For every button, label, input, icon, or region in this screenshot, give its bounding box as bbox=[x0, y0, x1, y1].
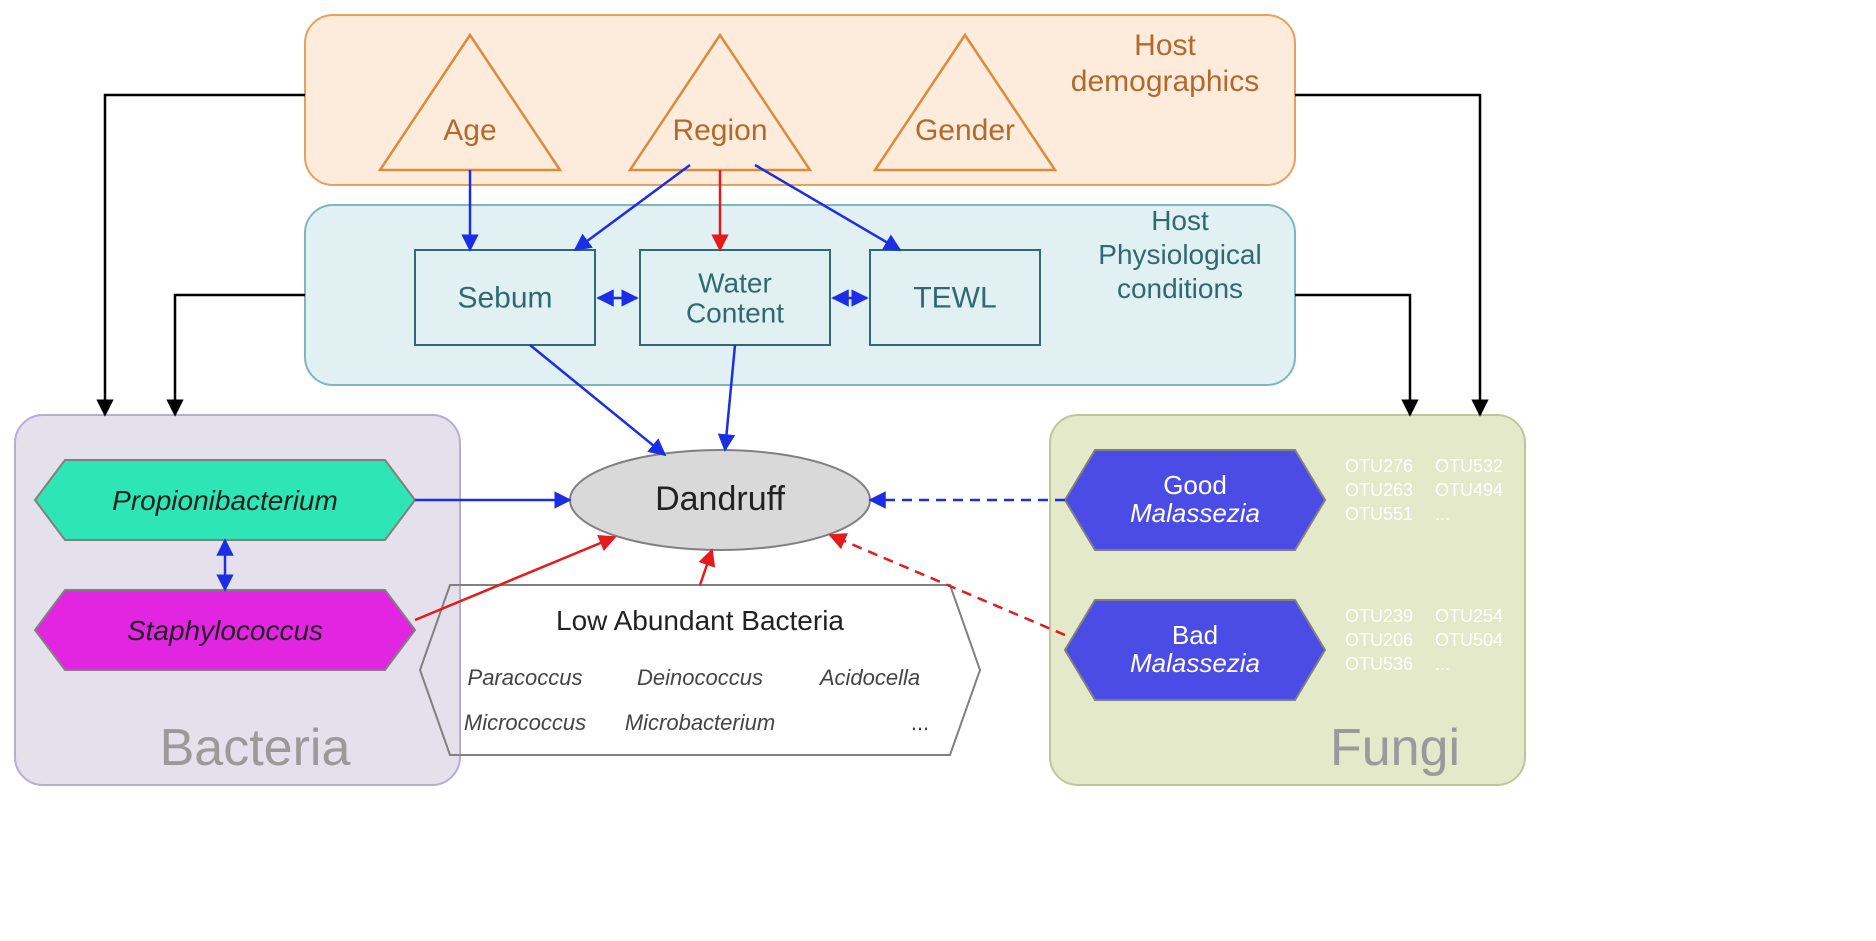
box-water-label: Water bbox=[698, 268, 772, 299]
hex-bad-malassezia-label: Bad bbox=[1172, 620, 1218, 650]
dandruff-label: Dandruff bbox=[655, 480, 785, 518]
box-water-label: Content bbox=[686, 298, 784, 329]
low-abundant-item: Acidocella bbox=[818, 665, 920, 690]
hex-good-malassezia-otu: OTU494 bbox=[1435, 480, 1503, 500]
host-physio-label: conditions bbox=[1117, 273, 1243, 304]
hex-bad-malassezia-otu: OTU239 bbox=[1345, 606, 1413, 626]
hex-good-malassezia-label: Malassezia bbox=[1130, 498, 1260, 528]
diagram-canvas: HostdemographicsAgeRegionGenderHostPhysi… bbox=[0, 0, 1540, 800]
hex-bad-malassezia-otu: OTU504 bbox=[1435, 630, 1503, 650]
host-physio-label: Host bbox=[1151, 205, 1209, 236]
edge-demo-bacteria bbox=[105, 95, 305, 415]
low-abundant-item: Deinococcus bbox=[637, 665, 763, 690]
triangle-age-label: Age bbox=[443, 114, 496, 147]
host-demographics-label: demographics bbox=[1071, 65, 1259, 98]
triangle-region-label: Region bbox=[672, 114, 767, 147]
bacteria-label: Bacteria bbox=[160, 719, 351, 777]
edge-physio-fungi bbox=[1295, 295, 1410, 415]
hex-staphylococcus-label: Staphylococcus bbox=[127, 615, 323, 646]
hex-good-malassezia-otu: OTU263 bbox=[1345, 480, 1413, 500]
hex-good-malassezia-otu: OTU551 bbox=[1345, 504, 1413, 524]
hex-good-malassezia-otu: OTU276 bbox=[1345, 456, 1413, 476]
hex-propionibacterium-label: Propionibacterium bbox=[112, 485, 338, 516]
edge-demo-fungi bbox=[1295, 95, 1480, 415]
hex-bad-malassezia-otu: OTU254 bbox=[1435, 606, 1503, 626]
hex-bad-malassezia-label: Malassezia bbox=[1130, 648, 1260, 678]
low-abundant-item: Paracoccus bbox=[468, 665, 583, 690]
low-abundant-item: Micrococcus bbox=[464, 710, 586, 735]
edge-lowabund-dandruff bbox=[700, 550, 712, 585]
low-abundant-item: ... bbox=[911, 710, 929, 735]
box-sebum-label: Sebum bbox=[457, 282, 552, 315]
host-demographics-label: Host bbox=[1134, 29, 1196, 62]
hex-good-malassezia-otu: ... bbox=[1435, 504, 1450, 524]
hex-bad-malassezia-otu: ... bbox=[1435, 654, 1450, 674]
hex-good-malassezia-label: Good bbox=[1163, 470, 1227, 500]
box-tewl-label: TEWL bbox=[913, 282, 996, 315]
low-abundant-title: Low Abundant Bacteria bbox=[556, 605, 844, 636]
low-abundant-item: Microbacterium bbox=[625, 710, 775, 735]
hex-bad-malassezia-otu: OTU536 bbox=[1345, 654, 1413, 674]
host-physio-label: Physiological bbox=[1098, 239, 1261, 270]
hex-bad-malassezia-otu: OTU206 bbox=[1345, 630, 1413, 650]
triangle-gender-label: Gender bbox=[915, 114, 1015, 147]
edge-physio-bacteria bbox=[175, 295, 305, 415]
fungi-label: Fungi bbox=[1330, 719, 1460, 777]
hex-good-malassezia-otu: OTU532 bbox=[1435, 456, 1503, 476]
